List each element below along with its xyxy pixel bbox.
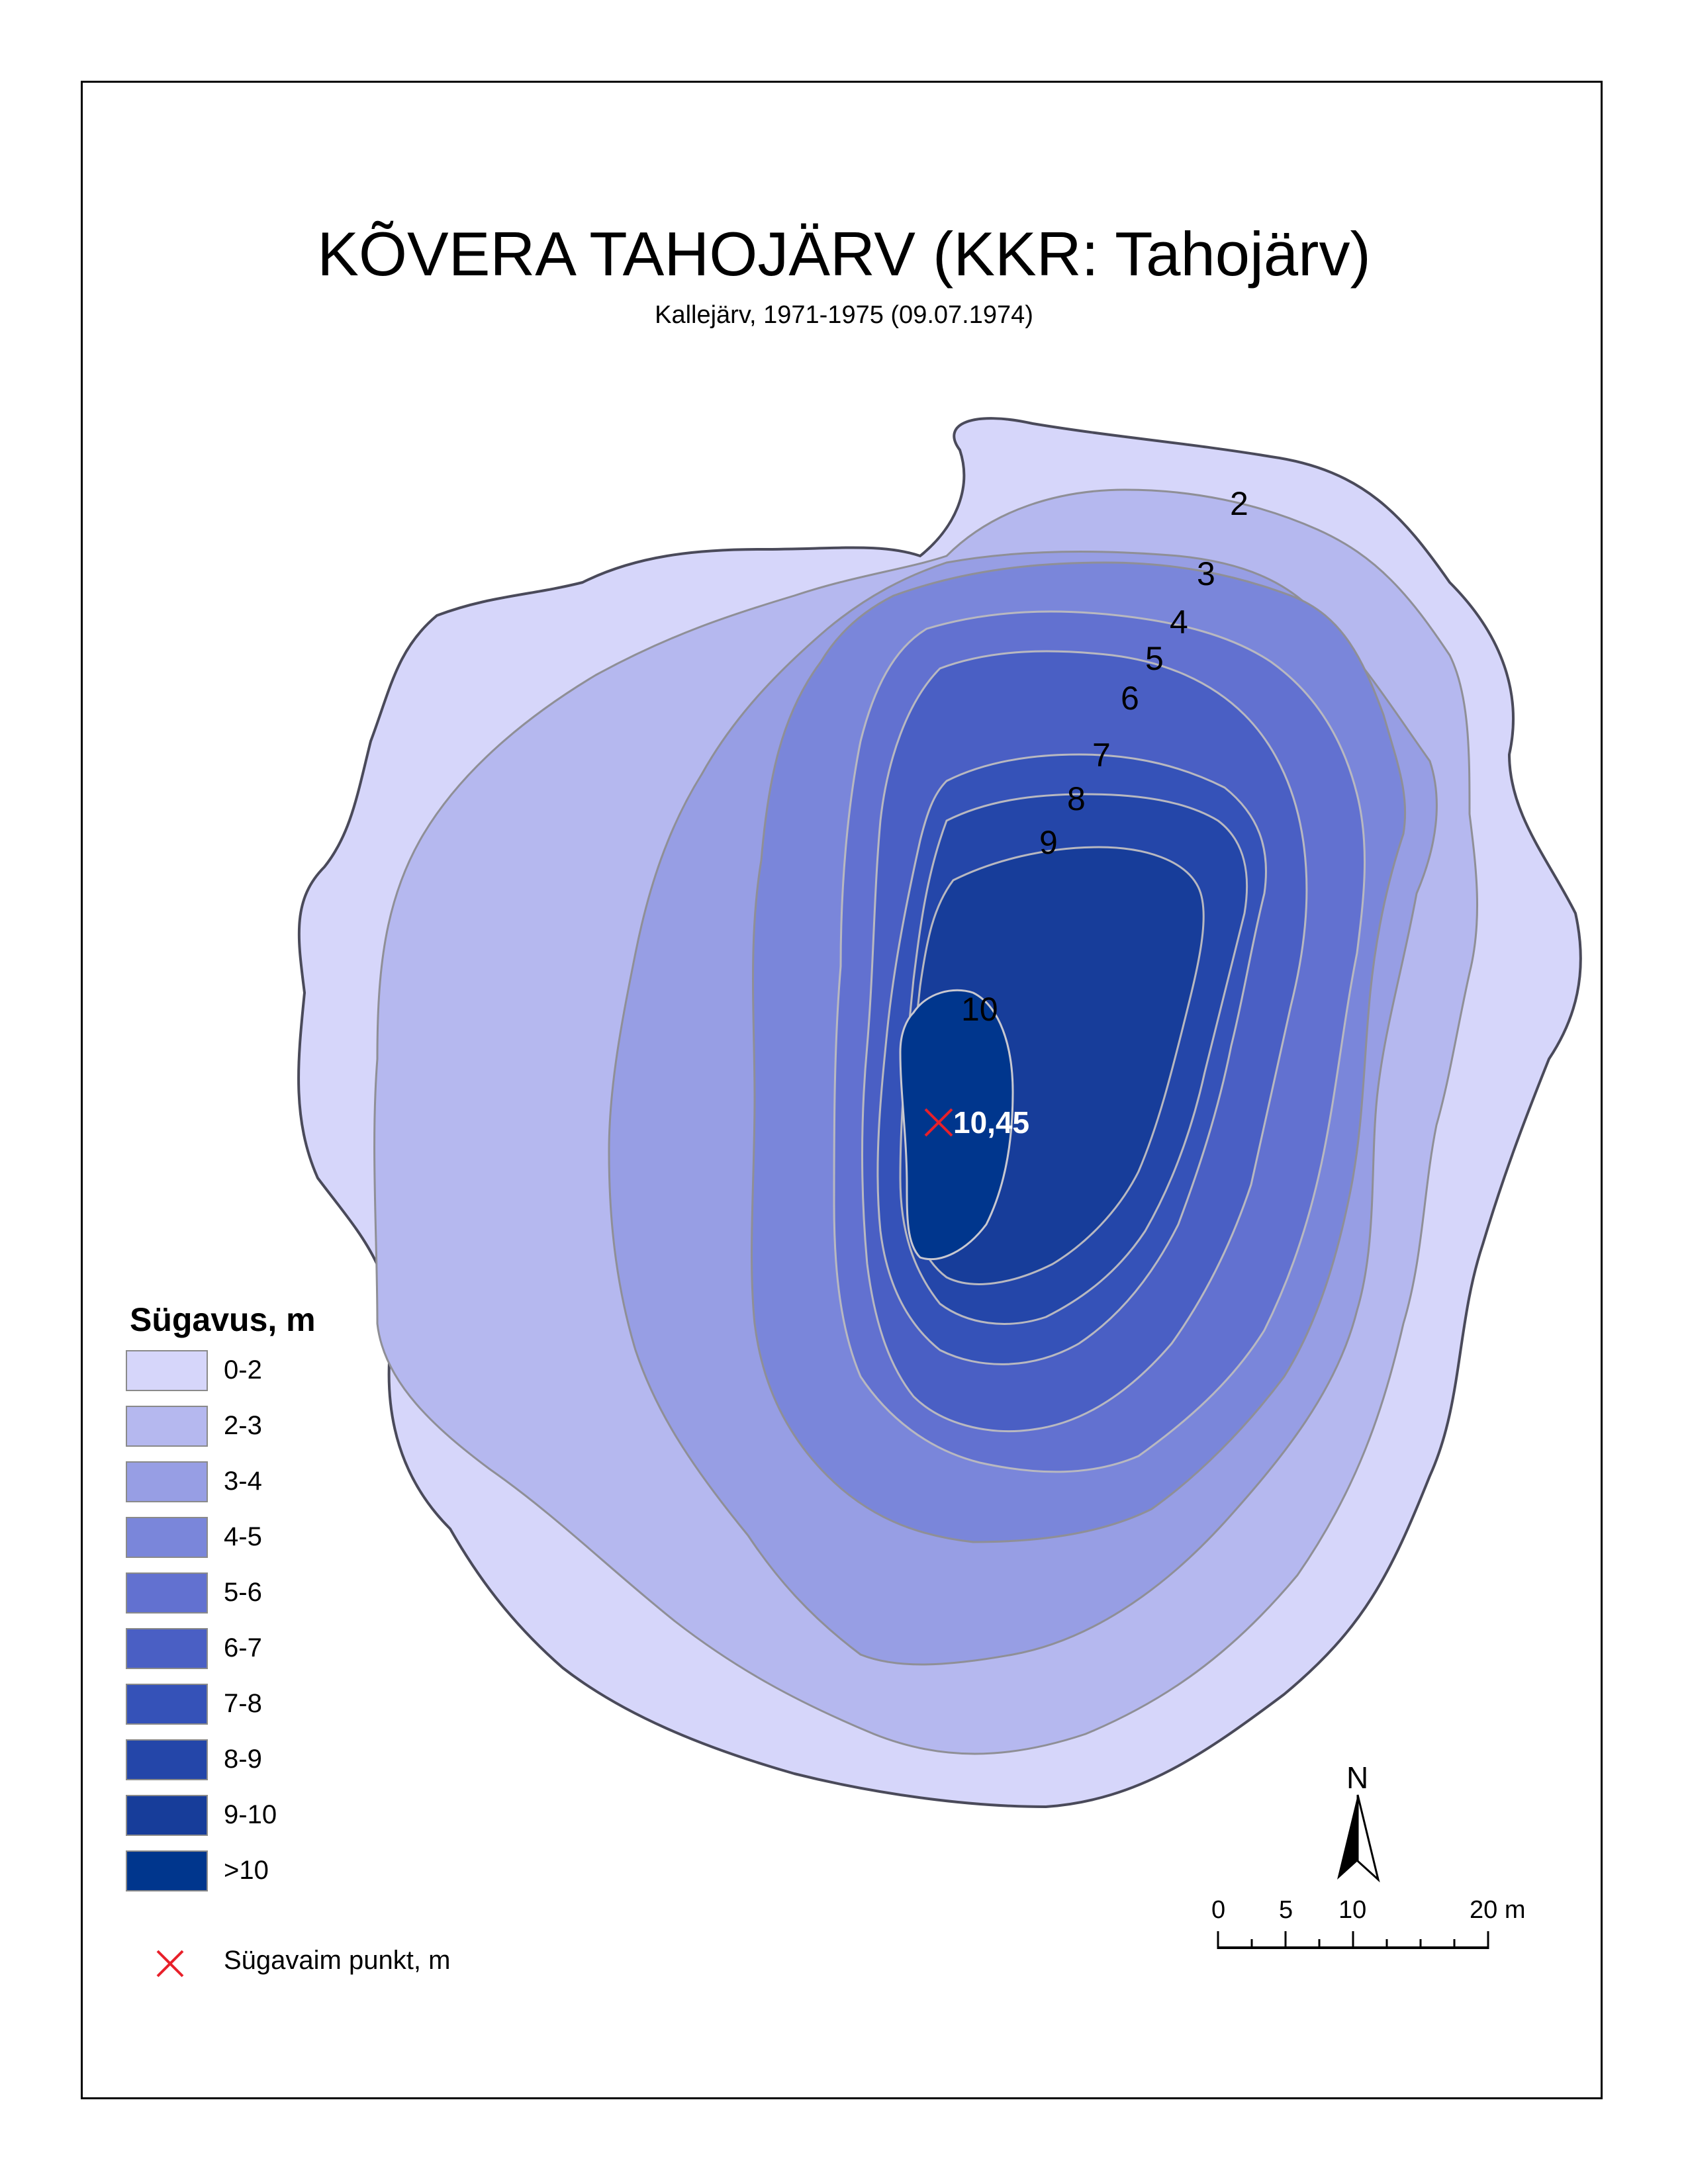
- deepest-point-marker: [924, 1108, 953, 1137]
- legend-title: Sügavus, m: [130, 1301, 316, 1338]
- north-arrow-icon: [1337, 1794, 1380, 1883]
- contour-label: 3: [1197, 555, 1215, 592]
- scale-label: 0: [1211, 1896, 1225, 1924]
- legend-label: 5-6: [224, 1578, 262, 1607]
- legend-swatch: [126, 1517, 208, 1558]
- deepest-point-label: 10,45: [953, 1105, 1029, 1140]
- legend-label: 8-9: [224, 1745, 262, 1774]
- depth-zone-over-10: [899, 989, 1014, 1261]
- legend-label: >10: [224, 1856, 269, 1885]
- legend-swatch: [126, 1628, 208, 1669]
- legend-swatch: [126, 1795, 208, 1836]
- map-title: KÕVERA TAHOJÄRV (KKR: Tahojärv): [317, 219, 1371, 289]
- legend-swatch: [126, 1850, 208, 1891]
- scale-bar: [1217, 1931, 1489, 1949]
- legend-swatch: [126, 1406, 208, 1447]
- scale-label: 10: [1338, 1896, 1366, 1924]
- scale-label: 20 m: [1470, 1896, 1525, 1924]
- legend-swatch: [126, 1684, 208, 1725]
- legend-label: 7-8: [224, 1689, 262, 1718]
- legend-label: 4-5: [224, 1522, 262, 1551]
- legend-swatch: [126, 1572, 208, 1614]
- map-frame: [81, 81, 1603, 2099]
- contour-label: 9: [1039, 824, 1058, 861]
- contour-label: 7: [1092, 737, 1111, 774]
- legend-label: 6-7: [224, 1633, 262, 1662]
- legend-deepest-label: Sügavaim punkt, m: [224, 1946, 451, 1975]
- legend-swatch: [126, 1461, 208, 1502]
- legend-swatch: [126, 1739, 208, 1780]
- contour-label: 10: [961, 991, 998, 1028]
- contour-label: 8: [1067, 780, 1086, 817]
- legend-label: 0-2: [224, 1355, 262, 1385]
- legend-label: 2-3: [224, 1411, 262, 1440]
- map-subtitle: Kallejärv, 1971-1975 (09.07.1974): [655, 301, 1033, 329]
- contour-label: 5: [1145, 640, 1164, 677]
- contour-label: 6: [1121, 680, 1139, 717]
- legend-label: 3-4: [224, 1467, 262, 1496]
- legend-swatch: [126, 1350, 208, 1391]
- legend-label: 9-10: [224, 1800, 277, 1829]
- deepest-point-icon: [156, 1950, 184, 1978]
- scale-label: 5: [1279, 1896, 1293, 1924]
- contour-label: 2: [1230, 485, 1248, 522]
- north-arrow-letter: N: [1346, 1760, 1368, 1795]
- contour-label: 4: [1170, 604, 1188, 641]
